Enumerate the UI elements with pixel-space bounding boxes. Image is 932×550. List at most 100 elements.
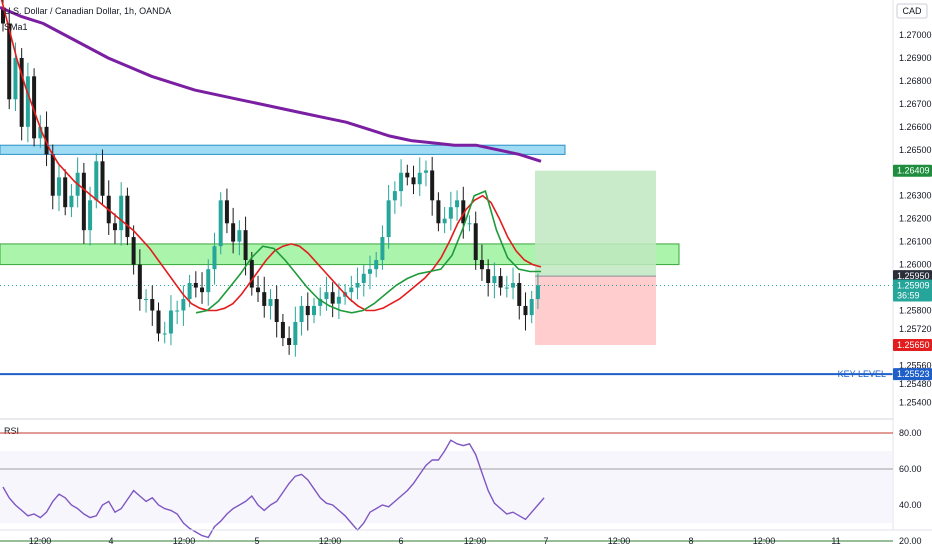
candle-body bbox=[137, 264, 142, 300]
rsi-line bbox=[2, 439, 545, 539]
candle-body bbox=[268, 299, 273, 306]
candle-body bbox=[293, 322, 298, 345]
candle-body bbox=[523, 305, 528, 316]
candle-body bbox=[535, 285, 540, 300]
time-label: 12:00 bbox=[608, 536, 631, 546]
candle-body bbox=[237, 230, 242, 242]
candle-body bbox=[200, 287, 205, 293]
candle-body bbox=[212, 246, 217, 270]
candle-body bbox=[112, 223, 117, 231]
price-tick-label: 1.26800 bbox=[899, 76, 932, 86]
price-tick-label: 1.26300 bbox=[899, 191, 932, 201]
price-tick-label: 1.26900 bbox=[899, 53, 932, 63]
candle-body bbox=[69, 195, 74, 208]
candle-body bbox=[467, 223, 472, 225]
candle-body bbox=[262, 292, 267, 306]
price-tick-label: 1.25400 bbox=[899, 397, 932, 407]
candle-body bbox=[367, 269, 372, 274]
candle-body bbox=[312, 305, 316, 316]
position-tool[interactable] bbox=[0, 170, 893, 345]
rsi-label: RSI bbox=[4, 426, 19, 436]
rsi-tick-label: 40.00 bbox=[899, 500, 922, 510]
candle-body bbox=[125, 195, 130, 238]
currency-badge[interactable] bbox=[896, 3, 928, 19]
key-level-label: KEY LEVEL bbox=[838, 369, 886, 379]
profit-zone bbox=[535, 170, 656, 277]
ma-purple-line bbox=[0, 6, 542, 163]
price-badge bbox=[893, 164, 932, 177]
candle-body bbox=[504, 287, 509, 289]
candle-body bbox=[430, 170, 435, 201]
price-badge-label: 1.25650 bbox=[897, 340, 930, 350]
rsi-tick-label: 60.00 bbox=[899, 464, 922, 474]
price-tick-label: 1.26700 bbox=[899, 99, 932, 109]
candle-body bbox=[256, 287, 261, 293]
candle-body bbox=[168, 310, 173, 334]
candle-body bbox=[63, 177, 68, 208]
candle-body bbox=[131, 237, 136, 265]
candle-body bbox=[492, 276, 497, 283]
time-label: 7 bbox=[543, 536, 548, 546]
candle-body bbox=[461, 200, 466, 224]
currency-label: CAD bbox=[902, 6, 922, 16]
candle-body bbox=[442, 218, 447, 224]
candle-body bbox=[25, 76, 30, 127]
candle-body bbox=[32, 76, 37, 139]
candle-body bbox=[193, 282, 198, 288]
candle-body bbox=[448, 207, 453, 219]
indicator-label: SMa1 bbox=[4, 22, 28, 32]
candle-body bbox=[349, 287, 354, 293]
price-badge bbox=[893, 368, 932, 381]
candle-body bbox=[162, 333, 167, 335]
zone-1 bbox=[0, 144, 566, 155]
candle-body bbox=[81, 172, 86, 231]
candle-body bbox=[423, 170, 428, 173]
price-tick-label: 1.25800 bbox=[899, 306, 932, 316]
candle-body bbox=[386, 200, 391, 238]
candle-body bbox=[511, 282, 516, 288]
candle-body bbox=[187, 282, 192, 300]
rsi-tick-label: 80.00 bbox=[899, 428, 922, 438]
price-badge-label: 1.26409 bbox=[897, 166, 930, 176]
price-badge-label: 1.25909 bbox=[897, 280, 930, 290]
rsi-pane bbox=[0, 432, 893, 542]
candle-body bbox=[218, 200, 223, 247]
candle-body bbox=[299, 305, 304, 322]
candle-body bbox=[336, 296, 341, 304]
candle-body bbox=[473, 223, 478, 261]
candle-body bbox=[13, 57, 18, 100]
candle-body bbox=[374, 260, 379, 270]
candle-body bbox=[529, 299, 534, 316]
candle-body bbox=[355, 282, 360, 288]
candle-body bbox=[324, 292, 329, 300]
candle-body bbox=[224, 200, 229, 224]
candle-body bbox=[88, 200, 93, 231]
time-label: 6 bbox=[398, 536, 403, 546]
price-tick-label: 1.26600 bbox=[899, 122, 932, 132]
candle-body bbox=[175, 310, 180, 312]
rsi-tick-label: 20.00 bbox=[899, 536, 922, 546]
price-tick-label: 1.26500 bbox=[899, 145, 932, 155]
price-tick-label: 1.26000 bbox=[899, 260, 932, 270]
candle-body bbox=[19, 57, 24, 127]
candle-body bbox=[249, 260, 254, 288]
candle-body bbox=[380, 237, 385, 261]
price-axis[interactable]: 1.27000 1.26900 1.26800 1.26700 1.26600 1.265… bbox=[899, 30, 932, 407]
candle-body bbox=[150, 299, 155, 311]
candle-body bbox=[38, 126, 43, 139]
candle-body bbox=[119, 195, 124, 231]
time-axis[interactable]: 12:00 4 12:00 5 12:00 6 12:00 7 12:00 8 12:00 11 bbox=[29, 536, 841, 546]
candle-body bbox=[287, 338, 292, 345]
candle-body bbox=[318, 299, 323, 306]
candle-body bbox=[181, 299, 186, 311]
candle-body bbox=[274, 299, 279, 322]
candle-body bbox=[361, 273, 366, 283]
price-badge-label: 1.25950 bbox=[897, 271, 930, 281]
candle-body bbox=[417, 172, 422, 185]
candle-body bbox=[330, 292, 335, 304]
candle-body bbox=[100, 161, 105, 196]
candle-body bbox=[392, 191, 397, 201]
time-label: 12:00 bbox=[173, 536, 196, 546]
time-label: 8 bbox=[688, 536, 693, 546]
